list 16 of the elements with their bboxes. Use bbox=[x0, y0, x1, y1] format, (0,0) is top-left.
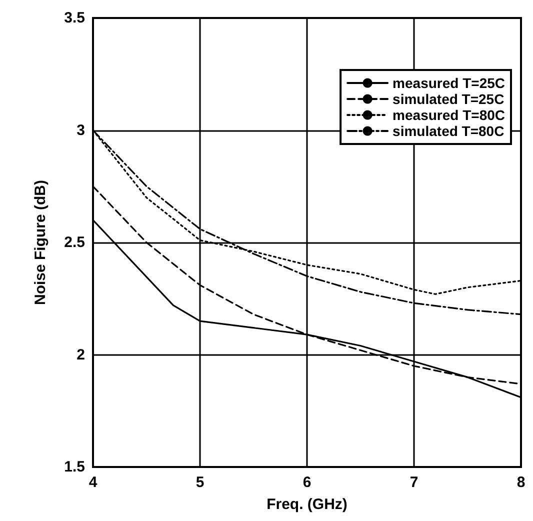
y-tick-label: 1.5 bbox=[64, 458, 85, 476]
y-axis-title: Noise Figure (dB) bbox=[32, 180, 49, 306]
y-tick-label: 3.5 bbox=[64, 10, 85, 26]
x-tick-label: 7 bbox=[410, 474, 418, 491]
y-tick-label: 3 bbox=[76, 122, 85, 139]
y-tick-label: 2.5 bbox=[64, 234, 85, 251]
x-tick-label: 6 bbox=[302, 474, 312, 491]
x-axis-title: Freq. (GHz) bbox=[266, 496, 348, 513]
legend-label: simulated T=80C bbox=[392, 123, 504, 139]
x-tick-label: 4 bbox=[88, 474, 98, 491]
x-tick-label: 8 bbox=[516, 474, 526, 491]
x-tick-label: 5 bbox=[196, 474, 204, 491]
legend-label: measured T=25C bbox=[392, 75, 506, 91]
legend-label: measured T=80C bbox=[392, 107, 506, 123]
legend-label: simulated T=25C bbox=[392, 91, 504, 107]
y-tick-label: 2 bbox=[76, 346, 85, 364]
